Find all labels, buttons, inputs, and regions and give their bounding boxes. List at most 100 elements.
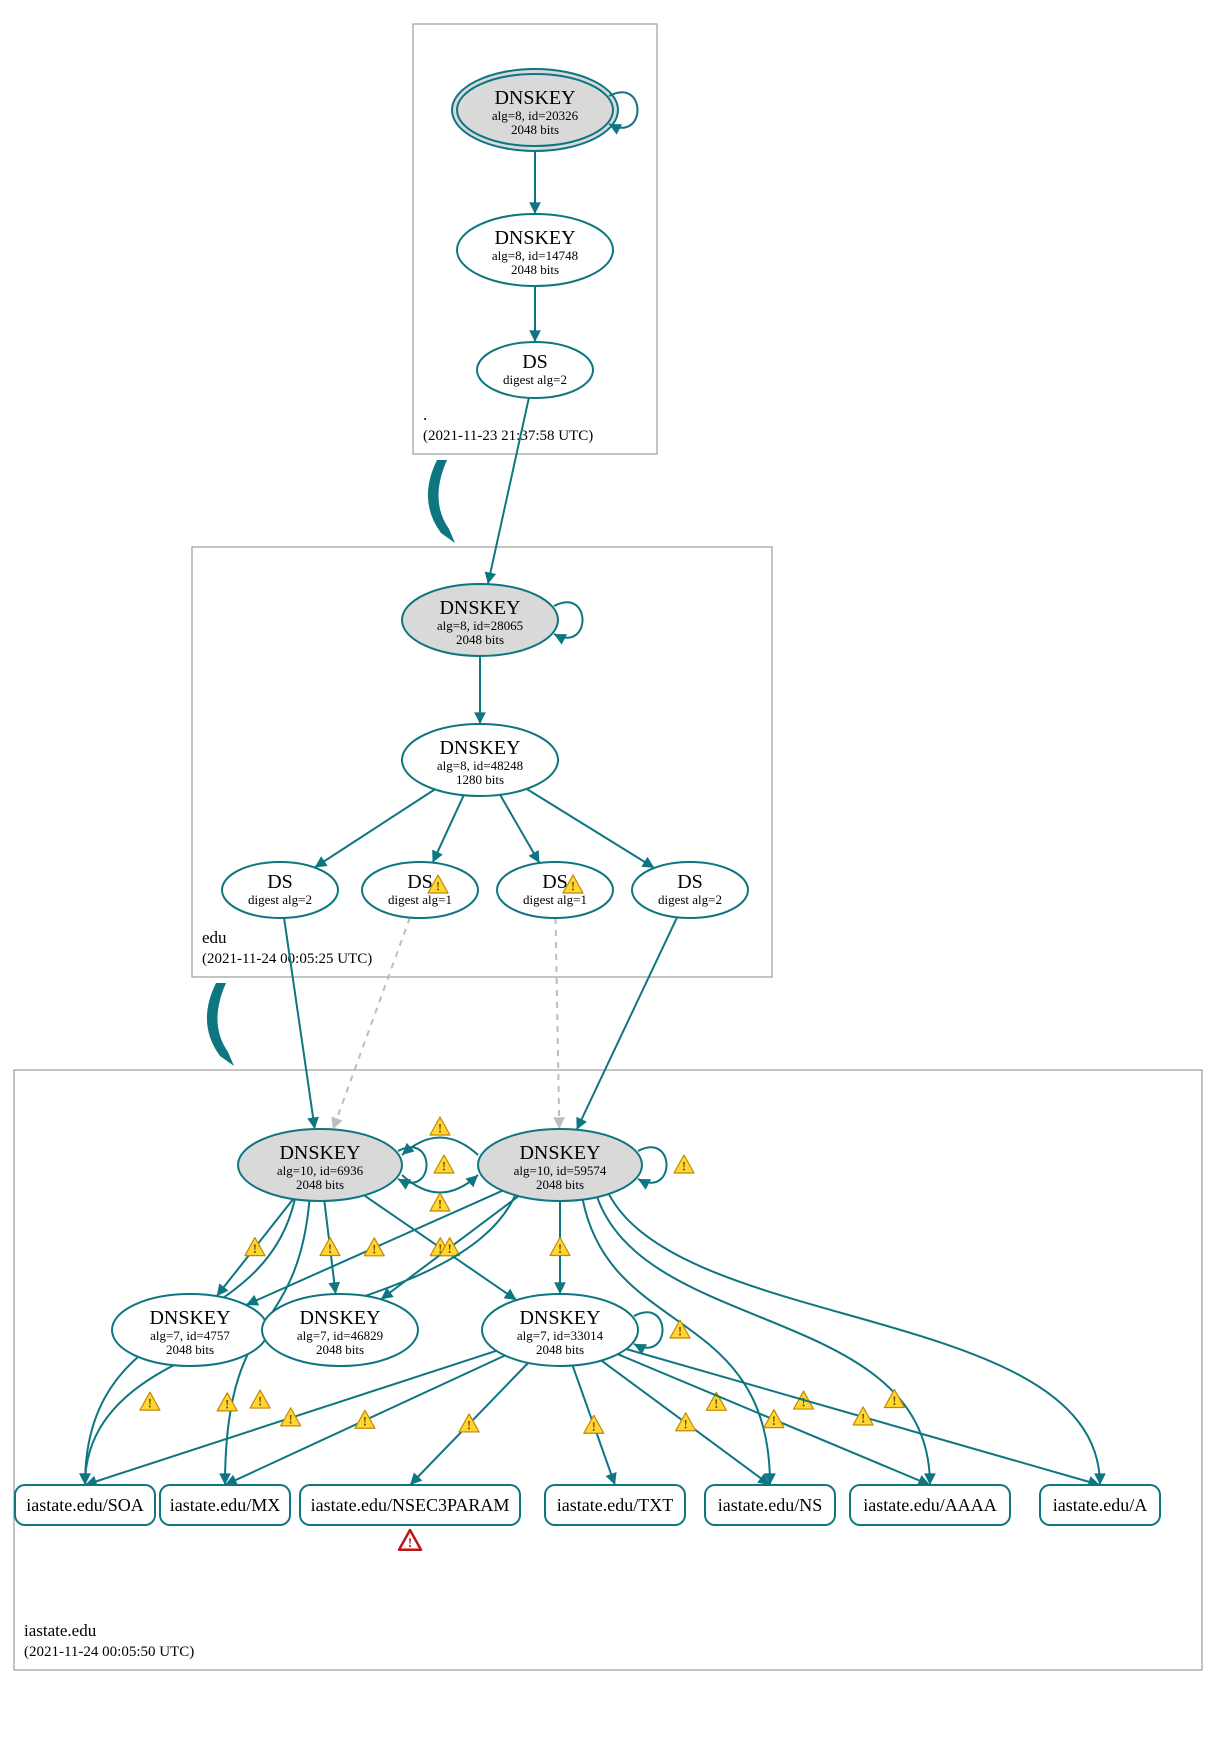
svg-text:!: ! xyxy=(372,1241,376,1256)
warning-icon: ! xyxy=(434,1155,454,1174)
svg-text:!: ! xyxy=(861,1411,865,1426)
svg-text:!: ! xyxy=(684,1416,688,1431)
warning-icon: ! xyxy=(430,1193,450,1212)
rrset-r1: iastate.edu/SOA xyxy=(15,1485,155,1525)
node-sub1: alg=10, id=59574 xyxy=(514,1163,607,1178)
rrset-label: iastate.edu/MX xyxy=(170,1495,280,1515)
node-sub1: digest alg=2 xyxy=(248,892,312,907)
edge xyxy=(577,917,677,1129)
warning-icon: ! xyxy=(674,1155,694,1174)
svg-text:!: ! xyxy=(448,1241,452,1256)
edge xyxy=(333,918,410,1130)
warning-icon: ! xyxy=(245,1238,265,1257)
warning-icon: ! xyxy=(281,1408,301,1427)
error-icon: ! xyxy=(399,1530,421,1550)
node-label: DNSKEY xyxy=(519,1307,600,1329)
node-label: DNSKEY xyxy=(149,1307,230,1329)
edge xyxy=(433,795,464,862)
svg-text:!: ! xyxy=(682,1159,686,1174)
edge xyxy=(402,1138,478,1156)
svg-text:!: ! xyxy=(328,1241,332,1256)
svg-text:!: ! xyxy=(438,1121,442,1136)
node-eds3: DSdigest alg=1! xyxy=(497,862,613,918)
svg-text:!: ! xyxy=(772,1413,776,1428)
edge xyxy=(609,1194,1100,1485)
node-ek1: DNSKEYalg=8, id=280652048 bits xyxy=(402,584,583,656)
node-eds4: DSdigest alg=2 xyxy=(632,862,748,918)
node-label: DNSKEY xyxy=(439,737,520,759)
node-rk1: DNSKEYalg=8, id=203262048 bits xyxy=(452,69,638,151)
warning-icon: ! xyxy=(670,1320,690,1339)
node-label: DNSKEY xyxy=(279,1142,360,1164)
node-sub2: 2048 bits xyxy=(316,1342,364,1357)
warning-icon: ! xyxy=(764,1410,784,1429)
node-ik2: DNSKEYalg=10, id=595742048 bits! xyxy=(478,1129,694,1201)
svg-text:!: ! xyxy=(253,1241,257,1256)
rrset-r4: iastate.edu/TXT xyxy=(545,1485,685,1525)
node-sub1: alg=7, id=46829 xyxy=(297,1328,383,1343)
rrset-label: iastate.edu/A xyxy=(1053,1495,1147,1515)
node-sub1: alg=8, id=28065 xyxy=(437,618,523,633)
svg-text:!: ! xyxy=(801,1395,805,1410)
node-eds1: DSdigest alg=2 xyxy=(222,862,338,918)
warning-icon: ! xyxy=(140,1392,160,1411)
warning-icon: ! xyxy=(250,1390,270,1409)
zone-timestamp-iastate: (2021-11-24 00:05:50 UTC) xyxy=(24,1644,194,1660)
node-sub1: alg=7, id=4757 xyxy=(150,1328,230,1343)
node-sub1: alg=8, id=20326 xyxy=(492,108,579,123)
warning-icon: ! xyxy=(355,1410,375,1429)
node-label: DNSKEY xyxy=(299,1307,380,1329)
node-ik1: DNSKEYalg=10, id=69362048 bits! xyxy=(238,1129,454,1201)
svg-text:!: ! xyxy=(442,1159,446,1174)
node-sub2: 2048 bits xyxy=(511,262,559,277)
edge xyxy=(402,1175,478,1193)
node-label: DNSKEY xyxy=(439,597,520,619)
edge xyxy=(597,1197,930,1485)
svg-text:!: ! xyxy=(558,1241,562,1256)
node-rk2: DNSKEYalg=8, id=147482048 bits xyxy=(457,214,613,286)
zone-arrow xyxy=(207,983,234,1066)
zone-name-edu: edu xyxy=(202,928,227,947)
warning-icon: ! xyxy=(364,1238,384,1257)
edge xyxy=(284,918,315,1129)
node-sub1: alg=8, id=48248 xyxy=(437,758,523,773)
edges: !!!!!!!!!!!!!!!!!!!!! xyxy=(85,146,1100,1485)
zone-name-root: . xyxy=(423,405,427,424)
node-sub2: 2048 bits xyxy=(536,1342,584,1357)
node-sub2: 2048 bits xyxy=(456,632,504,647)
svg-text:!: ! xyxy=(148,1396,152,1411)
svg-text:!: ! xyxy=(467,1417,471,1432)
node-sub1: alg=10, id=6936 xyxy=(277,1163,364,1178)
svg-text:!: ! xyxy=(436,879,440,894)
node-label: DNSKEY xyxy=(494,227,575,249)
warning-icon: ! xyxy=(320,1238,340,1257)
warning-icon: ! xyxy=(584,1415,604,1434)
rrset-r7: iastate.edu/A xyxy=(1040,1485,1160,1525)
node-label: DS xyxy=(522,351,548,373)
node-sub2: 1280 bits xyxy=(456,772,504,787)
node-sub1: alg=7, id=33014 xyxy=(517,1328,604,1343)
edge xyxy=(315,789,435,867)
node-sub1: digest alg=1 xyxy=(388,892,452,907)
node-rds: DSdigest alg=2 xyxy=(477,342,593,398)
nodes: DNSKEYalg=8, id=203262048 bitsDNSKEYalg=… xyxy=(112,69,748,1366)
node-sub2: 2048 bits xyxy=(511,122,559,137)
node-ek2: DNSKEYalg=8, id=482481280 bits xyxy=(402,724,558,796)
rrset-label: iastate.edu/TXT xyxy=(557,1495,673,1515)
warning-icon: ! xyxy=(550,1238,570,1257)
svg-text:!: ! xyxy=(592,1419,596,1434)
edge xyxy=(500,795,539,863)
rrset-r2: iastate.edu/MX xyxy=(160,1485,290,1525)
warning-icon: ! xyxy=(853,1407,873,1426)
warning-icon: ! xyxy=(884,1389,904,1408)
node-sub1: digest alg=2 xyxy=(658,892,722,907)
svg-text:!: ! xyxy=(438,1197,442,1212)
svg-text:!: ! xyxy=(363,1414,367,1429)
zone-arrow xyxy=(428,460,455,543)
edge xyxy=(488,398,529,584)
svg-text:!: ! xyxy=(678,1324,682,1339)
zone-name-iastate: iastate.edu xyxy=(24,1621,97,1640)
node-sub1: digest alg=1 xyxy=(523,892,587,907)
warning-icon: ! xyxy=(430,1117,450,1136)
rrset-label: iastate.edu/NS xyxy=(718,1495,822,1515)
